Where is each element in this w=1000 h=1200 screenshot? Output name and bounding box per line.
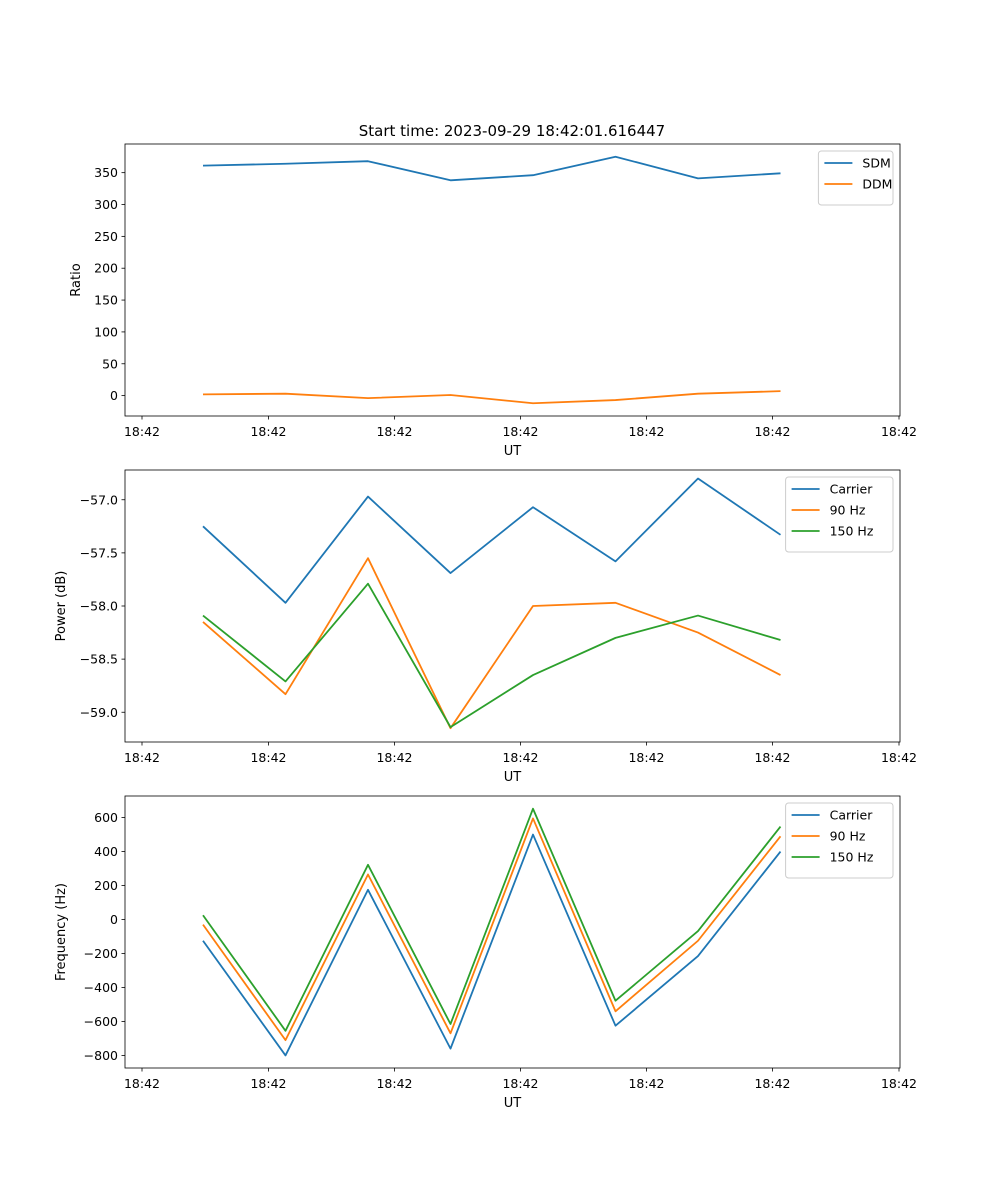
- y-tick-label: 200: [94, 878, 118, 893]
- x-tick-label: 18:42: [250, 1076, 286, 1091]
- axes-frame: [124, 469, 901, 743]
- y-tick-label: 100: [94, 324, 118, 339]
- y-tick-label: −600: [84, 1014, 118, 1029]
- legend-label: 150 Hz: [830, 850, 874, 865]
- series-line-ddm: [202, 390, 781, 405]
- series-line-150-hz: [202, 807, 782, 1032]
- x-tick-label: 18:42: [124, 1076, 160, 1091]
- y-tick-label: 250: [94, 229, 118, 244]
- x-tick-label: 18:42: [124, 424, 160, 439]
- legend-label: 150 Hz: [830, 524, 874, 539]
- x-axis-label: UT: [504, 444, 522, 459]
- x-axis-label: UT: [504, 1096, 522, 1111]
- y-tick-label: 600: [94, 810, 118, 825]
- legend-label: Carrier: [830, 482, 874, 497]
- legend-label: DDM: [862, 177, 892, 192]
- y-tick-label: −57.5: [80, 545, 118, 560]
- x-tick-label: 18:42: [881, 424, 917, 439]
- x-tick-label: 18:42: [250, 750, 286, 765]
- series-line-sdm: [202, 155, 781, 182]
- y-axis-label: Frequency (Hz): [54, 883, 69, 981]
- y-tick-label: −57.0: [80, 492, 118, 507]
- x-tick-label: 18:42: [124, 750, 160, 765]
- y-tick-label: −200: [84, 946, 118, 961]
- y-tick-label: 350: [94, 165, 118, 180]
- series-line-90-hz: [202, 817, 782, 1042]
- y-tick-label: 400: [94, 844, 118, 859]
- y-tick-label: 50: [102, 356, 118, 371]
- y-tick-label: 0: [110, 388, 118, 403]
- legend-label: SDM: [862, 156, 890, 171]
- x-tick-label: 18:42: [502, 424, 538, 439]
- series-line-carrier: [202, 833, 782, 1057]
- figure-title: Start time: 2023-09-29 18:42:01.616447: [359, 122, 665, 140]
- legend-label: 90 Hz: [830, 829, 866, 844]
- y-tick-label: −400: [84, 980, 118, 995]
- y-tick-label: −58.5: [80, 652, 118, 667]
- axes-frame: [124, 795, 901, 1069]
- legend: SDM DDM: [817, 150, 894, 206]
- y-tick-label: −59.0: [80, 705, 118, 720]
- x-tick-label: 18:42: [628, 424, 664, 439]
- legend-frame: [785, 476, 894, 553]
- x-tick-label: 18:42: [376, 1076, 412, 1091]
- y-tick-label: 200: [94, 261, 118, 276]
- panel-2: −59.0 −58.5 −58.0 −57.5 −57.0 18:42 18:42 18:42…: [54, 469, 917, 785]
- legend: Carrier 90 Hz 150 Hz: [785, 802, 894, 879]
- x-tick-label: 18:42: [881, 750, 917, 765]
- x-tick-label: 18:42: [628, 1076, 664, 1091]
- series-line-150-hz: [202, 582, 781, 729]
- x-axis-label: UT: [504, 770, 522, 785]
- y-axis-label: Ratio: [69, 263, 84, 296]
- x-tick-label: 18:42: [754, 750, 790, 765]
- x-tick-label: 18:42: [376, 750, 412, 765]
- legend: Carrier 90 Hz 150 Hz: [785, 476, 894, 553]
- panel-1: 0 50 100 150 200 250 300 350 18:42 18:42 18:42 18:4…: [69, 143, 917, 459]
- y-tick-label: 0: [110, 912, 118, 927]
- axes-frame: [124, 143, 901, 417]
- x-tick-label: 18:42: [754, 424, 790, 439]
- y-axis-label: Power (dB): [54, 571, 69, 642]
- panel-3: −800 −600 −400 −200 0 200 400 600 18:42 18:42 18:4…: [54, 795, 917, 1111]
- x-tick-label: 18:42: [628, 750, 664, 765]
- x-tick-label: 18:42: [250, 424, 286, 439]
- y-tick-label: 150: [94, 293, 118, 308]
- y-tick-label: 300: [94, 197, 118, 212]
- x-tick-label: 18:42: [881, 1076, 917, 1091]
- legend-label: 90 Hz: [830, 503, 866, 518]
- y-tick-label: −800: [84, 1048, 118, 1063]
- legend-frame: [817, 150, 894, 206]
- x-tick-label: 18:42: [376, 424, 412, 439]
- x-tick-label: 18:42: [502, 750, 538, 765]
- x-tick-label: 18:42: [754, 1076, 790, 1091]
- x-tick-label: 18:42: [502, 1076, 538, 1091]
- legend-label: Carrier: [830, 808, 874, 823]
- legend-frame: [785, 802, 894, 879]
- series-line-carrier: [202, 477, 782, 604]
- series-line-90-hz: [202, 557, 781, 730]
- y-tick-label: −58.0: [80, 599, 118, 614]
